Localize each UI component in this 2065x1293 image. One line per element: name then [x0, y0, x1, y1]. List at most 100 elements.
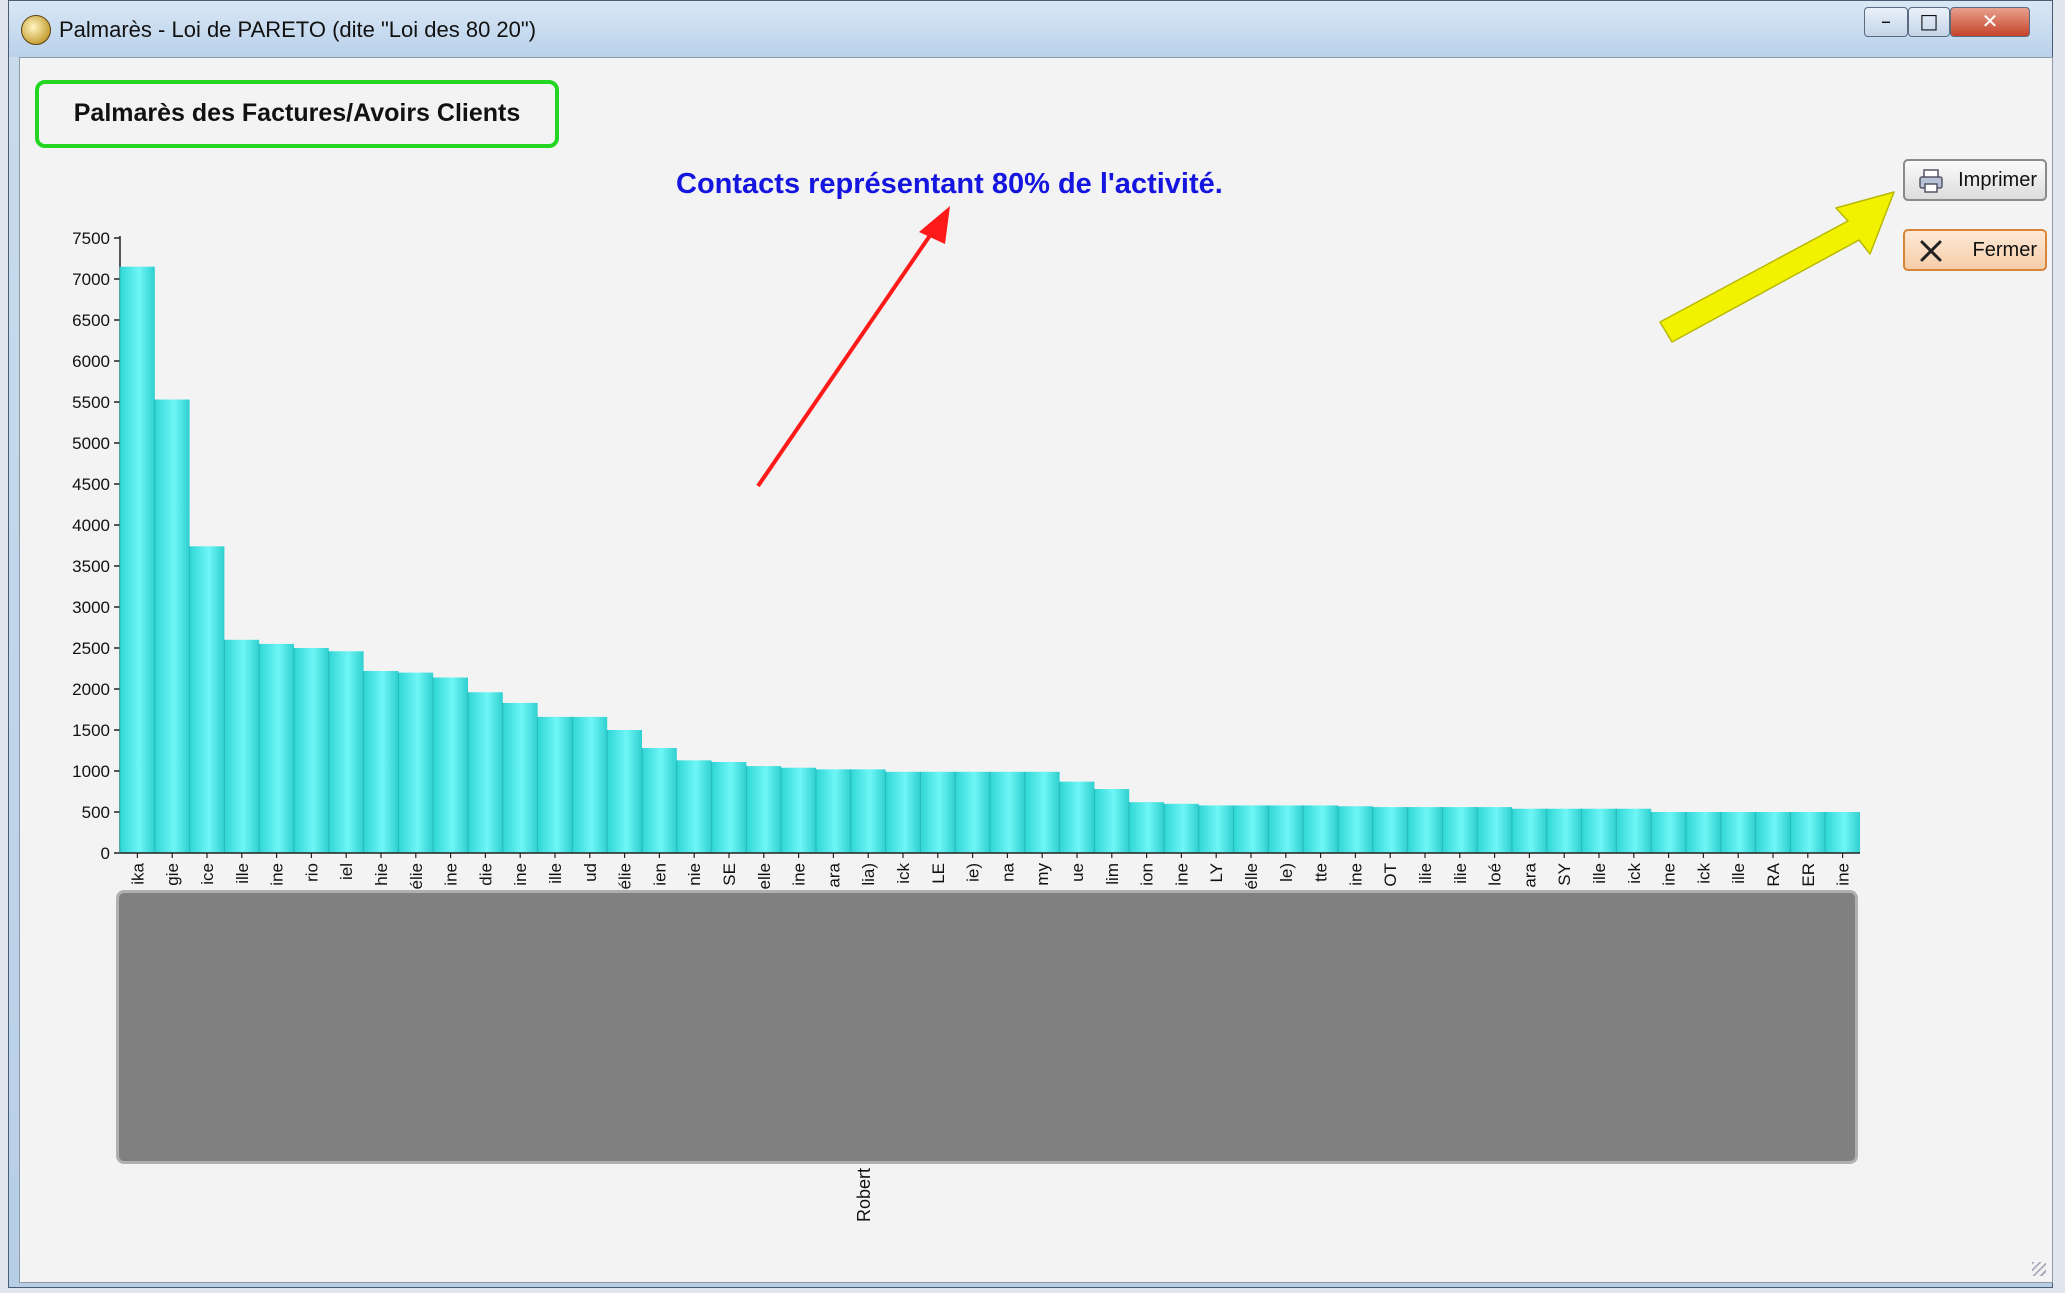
bar[interactable]: [1407, 807, 1443, 853]
bar[interactable]: [1825, 812, 1860, 853]
x-tick-label: iel: [337, 863, 356, 880]
x-tick-label: LY: [1207, 863, 1226, 883]
y-tick-label: 1000: [72, 762, 110, 781]
bar[interactable]: [816, 769, 851, 853]
x-tick-label: lia): [859, 863, 878, 886]
bar[interactable]: [572, 716, 608, 853]
bar[interactable]: [1581, 808, 1617, 853]
x-tick-label: RA: [1764, 862, 1783, 886]
y-tick-label: 6500: [72, 311, 110, 330]
bar[interactable]: [990, 771, 1025, 853]
bar[interactable]: [607, 730, 642, 853]
x-tick-label: le): [1277, 863, 1296, 882]
bar[interactable]: [746, 766, 782, 853]
bar[interactable]: [1094, 789, 1130, 853]
bar[interactable]: [1546, 808, 1582, 853]
bar[interactable]: [468, 692, 503, 853]
bar[interactable]: [1372, 807, 1408, 853]
bar[interactable]: [676, 760, 712, 853]
x-tick-label: gie: [163, 863, 182, 886]
bar[interactable]: [1268, 805, 1304, 853]
resize-grip[interactable]: [2032, 1262, 2046, 1276]
y-tick-label: 2000: [72, 680, 110, 699]
yellow-arrow: [1659, 191, 1895, 343]
bar[interactable]: [294, 648, 329, 853]
y-tick-label: 4000: [72, 516, 110, 535]
maximize-button[interactable]: □: [1908, 7, 1950, 37]
x-tick-label: ue: [1068, 863, 1087, 882]
bar[interactable]: [642, 748, 677, 853]
x-tick-label: ine: [790, 863, 809, 886]
bar[interactable]: [711, 761, 747, 853]
window: Palmarès - Loi de PARETO (dite "Loi des …: [8, 0, 2053, 1288]
x-tick-label: ER: [1799, 863, 1818, 887]
x-tick-label: ion: [1138, 863, 1157, 886]
window-title: Palmarès - Loi de PARETO (dite "Loi des …: [59, 17, 537, 42]
bar[interactable]: [1442, 807, 1478, 853]
bar[interactable]: [398, 672, 434, 853]
bar[interactable]: [1651, 812, 1686, 853]
bar[interactable]: [1024, 771, 1060, 853]
x-tick-label: ika: [128, 862, 147, 884]
x-tick-label: elle: [755, 863, 774, 889]
bar[interactable]: [1477, 807, 1512, 853]
bar[interactable]: [1303, 805, 1338, 853]
x-tick-label: nie: [685, 863, 704, 886]
bar[interactable]: [1338, 806, 1373, 853]
close-button[interactable]: Fermer: [1903, 229, 2047, 271]
bar[interactable]: [955, 771, 990, 853]
bar[interactable]: [224, 639, 260, 853]
x-tick-label: ille: [546, 863, 565, 884]
bar[interactable]: [502, 702, 538, 853]
bar[interactable]: [885, 771, 921, 853]
x-tick-label: ara: [824, 862, 843, 887]
x-tick-label: élie: [407, 863, 426, 889]
bar[interactable]: [1233, 805, 1269, 853]
bars: [119, 266, 1860, 853]
bar[interactable]: [1755, 812, 1791, 853]
bar[interactable]: [920, 771, 956, 853]
y-axis: 0 500 1000 1500 2000 2500 3000 3500 4000 4500 5000…: [72, 229, 121, 863]
bar[interactable]: [1059, 781, 1095, 853]
bar[interactable]: [1164, 803, 1199, 853]
bar[interactable]: [120, 266, 155, 853]
bar[interactable]: [1790, 812, 1826, 853]
x-tick-label: tte: [1312, 863, 1331, 882]
y-tick-label: 7000: [72, 270, 110, 289]
bar[interactable]: [363, 670, 399, 853]
arrows: [756, 191, 1895, 488]
app-icon: [21, 15, 51, 45]
bar[interactable]: [1198, 805, 1234, 853]
bar[interactable]: [328, 651, 364, 853]
x-tick-label: OT: [1381, 863, 1400, 887]
y-tick-label: 3000: [72, 598, 110, 617]
printer-icon: [1919, 169, 1943, 193]
y-tick-label: 7500: [72, 229, 110, 248]
bar[interactable]: [1720, 812, 1756, 853]
bar[interactable]: [189, 546, 225, 853]
bar[interactable]: [154, 399, 190, 853]
bar[interactable]: [1616, 808, 1652, 853]
x-tick-label: LE: [929, 863, 948, 884]
x-tick-label: ine: [1172, 863, 1191, 886]
bar[interactable]: [1512, 808, 1547, 853]
bar[interactable]: [1129, 802, 1164, 853]
x-tick-label: ice: [198, 863, 217, 885]
x-tick-label: élle: [1242, 863, 1261, 889]
y-tick-label: 2500: [72, 639, 110, 658]
bar[interactable]: [537, 716, 573, 853]
bar[interactable]: [1686, 812, 1721, 853]
bar[interactable]: [781, 767, 816, 853]
print-button[interactable]: Imprimer: [1903, 159, 2047, 201]
bar[interactable]: [259, 643, 294, 853]
window-close-button[interactable]: ✕: [1950, 7, 2030, 37]
pareto-chart: 0 500 1000 1500 2000 2500 3000 3500 4000 4500 5000…: [72, 191, 1895, 1222]
title-bar[interactable]: Palmarès - Loi de PARETO (dite "Loi des …: [9, 1, 2052, 57]
bar[interactable]: [433, 677, 468, 853]
y-tick-label: 0: [101, 844, 110, 863]
bar[interactable]: [850, 769, 886, 853]
minimize-button[interactable]: –: [1864, 7, 1908, 37]
x-tick-label: élie: [616, 863, 635, 889]
y-tick-label: 500: [82, 803, 110, 822]
print-button-label: Imprimer: [1958, 169, 2037, 191]
